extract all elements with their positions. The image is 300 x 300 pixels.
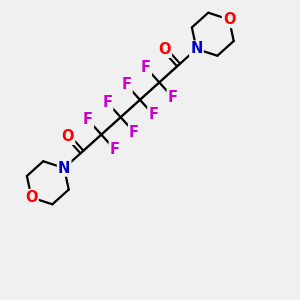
Text: N: N [58,160,70,175]
Text: N: N [190,41,202,56]
Text: F: F [122,77,132,92]
Text: O: O [25,190,38,205]
Text: F: F [110,142,120,157]
Text: F: F [148,107,158,122]
Text: F: F [83,112,93,127]
Text: O: O [223,12,236,27]
Text: F: F [102,95,112,110]
Text: F: F [168,90,178,105]
Text: F: F [141,60,151,75]
Text: O: O [158,42,171,57]
Text: O: O [62,129,74,144]
Text: F: F [129,124,139,140]
